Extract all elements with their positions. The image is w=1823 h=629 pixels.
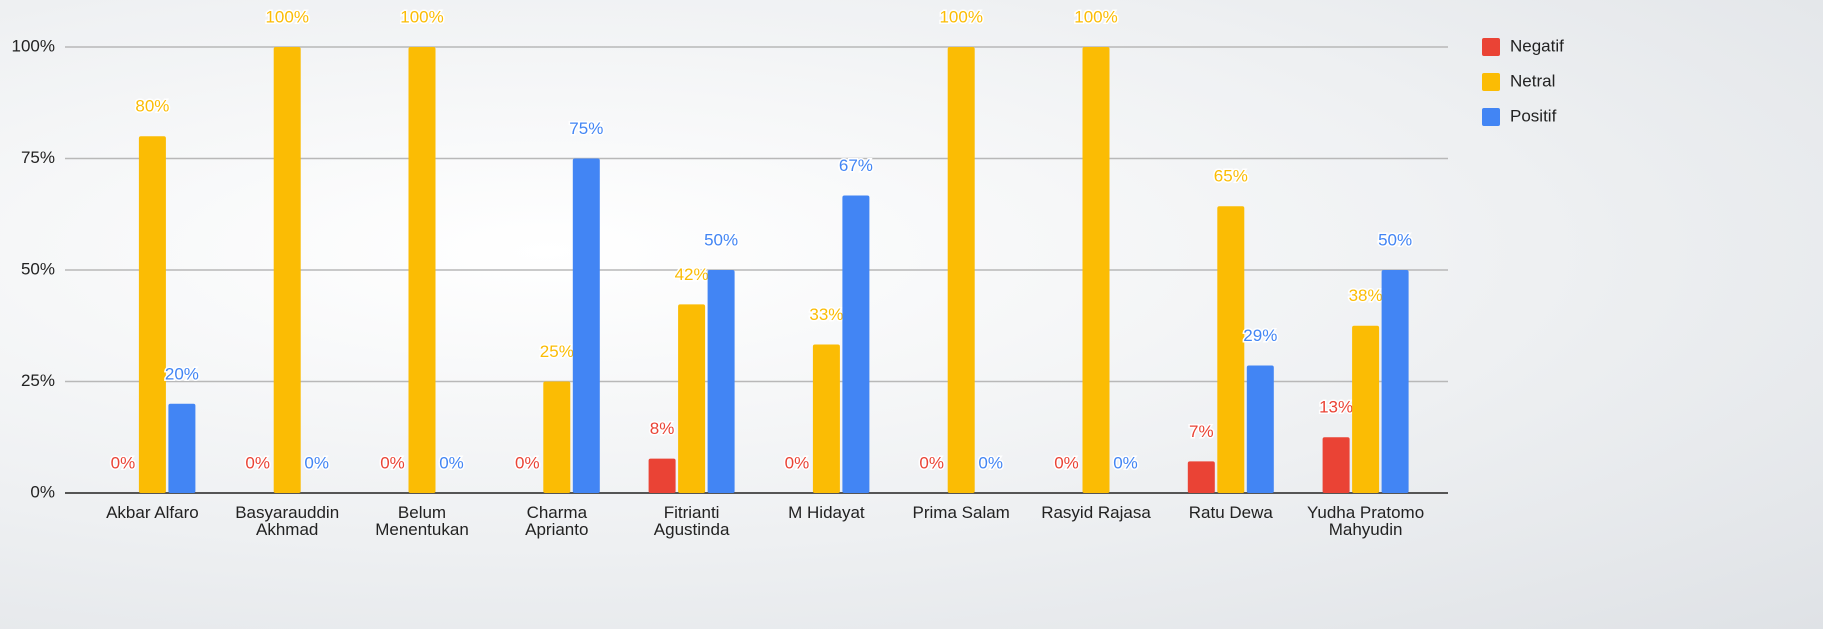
x-tick-label: Fitrianti Agustinda <box>653 503 730 539</box>
value-label: 20% <box>165 364 199 383</box>
value-label: 100% <box>1074 7 1117 26</box>
value-label: 13% <box>1319 398 1353 417</box>
value-label: 80% <box>135 97 169 116</box>
bar <box>1381 270 1409 493</box>
value-label: 100% <box>400 7 443 26</box>
value-label: 29% <box>1243 326 1277 345</box>
x-tick-label: Charma Aprianto <box>525 503 589 539</box>
x-tick-label: Basyarauddin Akhmad <box>235 503 340 539</box>
x-tick-label: Prima Salam <box>912 503 1010 522</box>
bar <box>1187 461 1215 493</box>
bar <box>138 136 166 493</box>
y-tick-label: 50% <box>21 259 55 278</box>
value-label: 0% <box>304 453 329 472</box>
legend-swatch <box>1482 73 1500 91</box>
bar <box>1246 365 1274 493</box>
value-label: 0% <box>380 453 405 472</box>
bar <box>1082 47 1110 493</box>
y-tick-label: 25% <box>21 371 55 390</box>
value-label: 8% <box>650 419 675 438</box>
bar <box>408 47 436 493</box>
legend-swatch <box>1482 38 1500 56</box>
legend-label: Positif <box>1510 106 1557 125</box>
value-label: 7% <box>1189 422 1214 441</box>
bar <box>543 381 571 493</box>
value-label: 42% <box>675 265 709 284</box>
value-label: 100% <box>939 7 982 26</box>
bar <box>168 403 196 493</box>
value-label: 25% <box>540 342 574 361</box>
legend-label: Negatif <box>1510 36 1564 55</box>
x-tick-label: Akbar Alfaro <box>106 503 199 522</box>
bar <box>842 195 870 493</box>
value-label: 75% <box>569 119 603 138</box>
x-tick-label: Belum Menentukan <box>375 503 469 539</box>
bar <box>1217 206 1245 494</box>
bar <box>678 304 706 493</box>
bar <box>1322 437 1350 493</box>
value-label: 65% <box>1214 167 1248 186</box>
y-tick-label: 100% <box>12 36 55 55</box>
value-label: 33% <box>809 305 843 324</box>
bar <box>812 344 840 493</box>
x-tick-label: M Hidayat <box>788 503 865 522</box>
value-label: 100% <box>265 7 308 26</box>
bar <box>947 47 975 493</box>
value-label: 50% <box>704 230 738 249</box>
value-label: 0% <box>1054 453 1079 472</box>
legend-label: Netral <box>1510 71 1555 90</box>
value-label: 0% <box>111 453 136 472</box>
value-label: 38% <box>1349 286 1383 305</box>
value-label: 0% <box>1113 453 1138 472</box>
value-label: 0% <box>919 453 944 472</box>
value-label: 50% <box>1378 230 1412 249</box>
x-tick-label: Ratu Dewa <box>1188 503 1273 522</box>
value-label: 0% <box>245 453 270 472</box>
x-tick-label: Rasyid Rajasa <box>1041 503 1151 522</box>
bar <box>273 47 301 493</box>
value-label: 0% <box>515 453 540 472</box>
value-label: 0% <box>785 453 810 472</box>
bar <box>648 458 676 493</box>
bar <box>707 270 735 493</box>
value-label: 67% <box>839 156 873 175</box>
bar <box>572 158 600 493</box>
legend-swatch <box>1482 108 1500 126</box>
x-tick-label: Yudha Pratomo Mahyudin <box>1306 503 1425 539</box>
value-label: 0% <box>439 453 464 472</box>
y-tick-label: 75% <box>21 148 55 167</box>
y-tick-label: 0% <box>30 482 55 501</box>
bar <box>1352 325 1380 493</box>
value-label: 0% <box>978 453 1003 472</box>
